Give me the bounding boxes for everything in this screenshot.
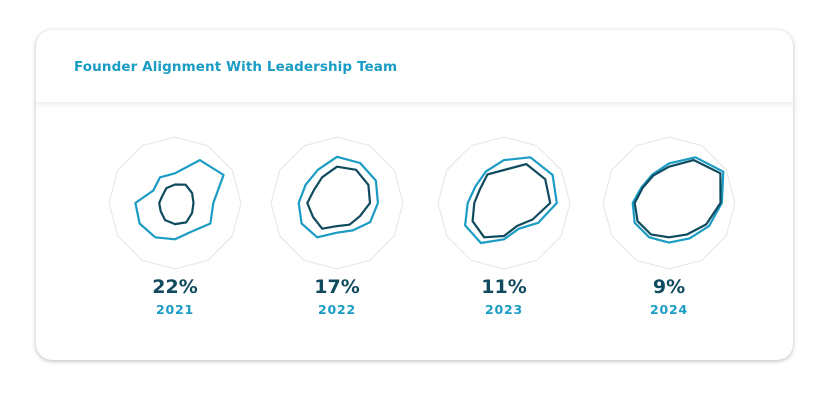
radar-grid — [602, 136, 736, 270]
percent-label: 22% — [152, 276, 198, 298]
radar-chart-2022: 17% 2022 — [267, 103, 407, 323]
radar-chart-2024: 9% 2024 — [599, 103, 739, 323]
card-title: Founder Alignment With Leadership Team — [74, 59, 398, 75]
radar-series-2 — [306, 165, 372, 230]
radar-plot — [602, 136, 736, 270]
percent-label: 11% — [481, 276, 527, 298]
card-header: Founder Alignment With Leadership Team — [36, 30, 793, 103]
radar-series-1 — [134, 159, 225, 241]
radar-charts-row: 22% 2021 17% 2022 11% 2023 9% 2024 — [36, 103, 793, 360]
radar-series-2 — [633, 159, 722, 239]
radar-series-1 — [464, 156, 558, 245]
chart-card: Founder Alignment With Leadership Team 2… — [36, 30, 793, 360]
radar-plot — [437, 136, 571, 270]
radar-grid — [108, 136, 242, 270]
radar-series-2 — [471, 163, 552, 239]
radar-plot — [270, 136, 404, 270]
radar-series-2 — [158, 183, 195, 226]
radar-grid — [437, 136, 571, 270]
percent-label: 9% — [652, 276, 686, 298]
year-label: 2024 — [650, 302, 688, 317]
year-label: 2023 — [485, 302, 523, 317]
year-label: 2021 — [156, 302, 194, 317]
year-label: 2022 — [318, 302, 356, 317]
radar-plot — [108, 136, 242, 270]
radar-series-1 — [631, 156, 725, 244]
radar-chart-2023: 11% 2023 — [434, 103, 574, 323]
radar-series-1 — [297, 155, 380, 239]
radar-chart-2021: 22% 2021 — [105, 103, 245, 323]
radar-grid — [270, 136, 404, 270]
percent-label: 17% — [314, 276, 360, 298]
